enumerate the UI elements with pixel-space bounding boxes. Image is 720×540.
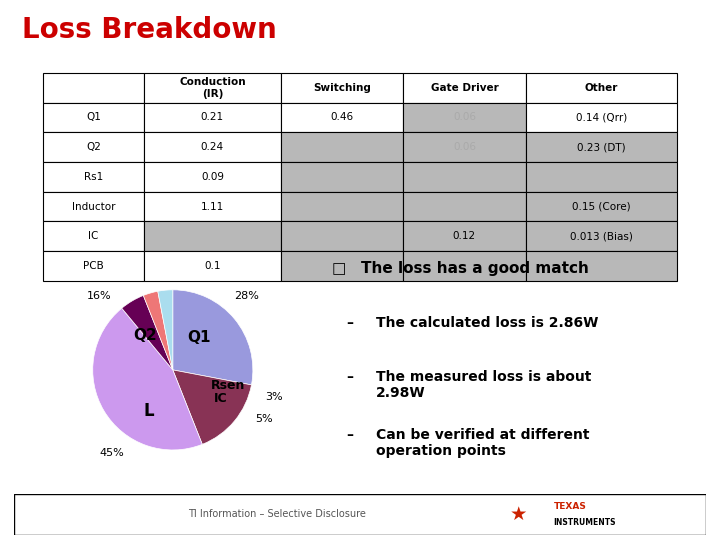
Text: 0.12: 0.12	[453, 231, 476, 241]
Bar	[281, 103, 403, 132]
Bar	[403, 132, 526, 162]
Text: 3%: 3%	[265, 392, 283, 402]
Bar	[43, 132, 144, 162]
Bar	[43, 221, 144, 251]
Text: Rs1: Rs1	[84, 172, 103, 182]
Text: 0.09: 0.09	[201, 172, 224, 182]
Text: Inductor: Inductor	[72, 201, 115, 212]
Bar	[144, 162, 281, 192]
Text: PCB: PCB	[84, 261, 104, 271]
Bar	[526, 103, 677, 132]
Bar	[43, 162, 144, 192]
Text: Other: Other	[585, 83, 618, 93]
Text: 0.23 (DT): 0.23 (DT)	[577, 142, 626, 152]
Bar	[144, 73, 281, 103]
Text: Conduction
(IR): Conduction (IR)	[179, 77, 246, 99]
Text: TEXAS: TEXAS	[554, 502, 586, 511]
Bar	[526, 132, 677, 162]
Text: Q2: Q2	[133, 328, 157, 343]
Wedge shape	[143, 291, 173, 370]
Bar	[526, 251, 677, 281]
Bar	[526, 192, 677, 221]
Text: 5%: 5%	[256, 414, 273, 424]
Bar	[281, 221, 403, 251]
Text: TI Information – Selective Disclosure: TI Information – Selective Disclosure	[188, 509, 366, 519]
Bar	[403, 192, 526, 221]
Bar	[526, 162, 677, 192]
Text: INSTRUMENTS: INSTRUMENTS	[554, 518, 616, 527]
Text: The calculated loss is 2.86W: The calculated loss is 2.86W	[376, 316, 598, 330]
Text: The loss has a good match: The loss has a good match	[361, 261, 589, 276]
Text: 28%: 28%	[234, 291, 259, 301]
Wedge shape	[173, 290, 253, 385]
Text: Switching: Switching	[313, 83, 371, 93]
Text: 0.24: 0.24	[201, 142, 224, 152]
Bar	[281, 251, 403, 281]
Bar	[403, 162, 526, 192]
Text: Q2: Q2	[86, 142, 101, 152]
Text: Loss Breakdown: Loss Breakdown	[22, 16, 276, 44]
Text: The measured loss is about
2.98W: The measured loss is about 2.98W	[376, 370, 592, 400]
Text: ★: ★	[510, 505, 528, 524]
Wedge shape	[122, 295, 173, 370]
Text: L: L	[143, 402, 153, 420]
Text: Q1: Q1	[86, 112, 101, 123]
Bar	[43, 192, 144, 221]
Bar	[43, 73, 144, 103]
Text: –: –	[346, 370, 354, 384]
Text: IC: IC	[215, 392, 228, 405]
Wedge shape	[93, 308, 202, 450]
Bar	[403, 251, 526, 281]
Text: Gate Driver: Gate Driver	[431, 83, 498, 93]
Text: 16%: 16%	[87, 291, 112, 301]
Bar	[281, 192, 403, 221]
Bar	[281, 132, 403, 162]
Text: 0.1: 0.1	[204, 261, 220, 271]
Text: 1.11: 1.11	[201, 201, 224, 212]
Bar	[526, 73, 677, 103]
Bar	[403, 73, 526, 103]
Text: 0.14 (Qrr): 0.14 (Qrr)	[575, 112, 627, 123]
Text: 0.46: 0.46	[330, 112, 354, 123]
Text: Q1: Q1	[188, 330, 211, 345]
Text: Rsen: Rsen	[211, 380, 246, 393]
Text: 0.013 (Bias): 0.013 (Bias)	[570, 231, 633, 241]
Text: 0.15 (Core): 0.15 (Core)	[572, 201, 631, 212]
Text: 0.21: 0.21	[201, 112, 224, 123]
Bar	[43, 251, 144, 281]
Text: 0.06: 0.06	[453, 142, 476, 152]
Bar	[144, 192, 281, 221]
Bar	[43, 103, 144, 132]
Text: Can be verified at different
operation points: Can be verified at different operation p…	[376, 428, 590, 458]
Text: 45%: 45%	[99, 448, 124, 457]
Bar	[144, 221, 281, 251]
Bar	[144, 132, 281, 162]
Wedge shape	[173, 370, 251, 444]
Bar	[281, 73, 403, 103]
Bar	[144, 251, 281, 281]
Bar	[403, 103, 526, 132]
Text: IC: IC	[89, 231, 99, 241]
Bar	[281, 162, 403, 192]
Wedge shape	[158, 290, 173, 370]
Bar	[144, 103, 281, 132]
Text: –: –	[346, 428, 354, 442]
Text: –: –	[346, 316, 354, 330]
Text: □: □	[331, 261, 346, 276]
Bar	[403, 221, 526, 251]
Text: 0.06: 0.06	[453, 112, 476, 123]
Bar	[526, 221, 677, 251]
